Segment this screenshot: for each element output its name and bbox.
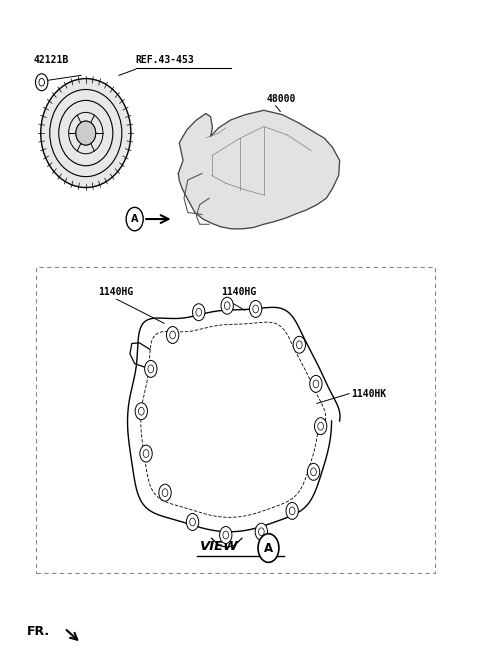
Circle shape: [126, 208, 143, 231]
Circle shape: [250, 300, 262, 317]
Circle shape: [219, 526, 232, 543]
Text: REF.43-453: REF.43-453: [136, 55, 194, 64]
Text: 1140HG: 1140HG: [97, 287, 133, 297]
Text: 42121B: 42121B: [34, 55, 69, 64]
Circle shape: [140, 445, 152, 462]
Circle shape: [258, 533, 279, 562]
Text: 1140HK: 1140HK: [351, 389, 387, 399]
Circle shape: [186, 514, 199, 530]
Circle shape: [192, 304, 205, 321]
Circle shape: [159, 484, 171, 501]
Text: 1140HG: 1140HG: [221, 287, 256, 297]
Ellipse shape: [41, 79, 131, 187]
Circle shape: [307, 463, 320, 480]
Text: VIEW: VIEW: [200, 540, 239, 553]
Circle shape: [255, 523, 267, 540]
Circle shape: [167, 327, 179, 344]
Polygon shape: [179, 110, 340, 229]
Text: A: A: [264, 541, 273, 555]
Circle shape: [314, 418, 327, 435]
Circle shape: [135, 403, 147, 420]
Circle shape: [36, 74, 48, 91]
Circle shape: [221, 297, 233, 314]
Circle shape: [293, 336, 305, 353]
Text: FR.: FR.: [26, 625, 49, 638]
Circle shape: [144, 361, 157, 377]
Text: 48000: 48000: [266, 94, 296, 104]
Circle shape: [310, 375, 322, 392]
Circle shape: [286, 503, 299, 520]
Text: A: A: [131, 214, 138, 224]
Ellipse shape: [76, 121, 96, 145]
